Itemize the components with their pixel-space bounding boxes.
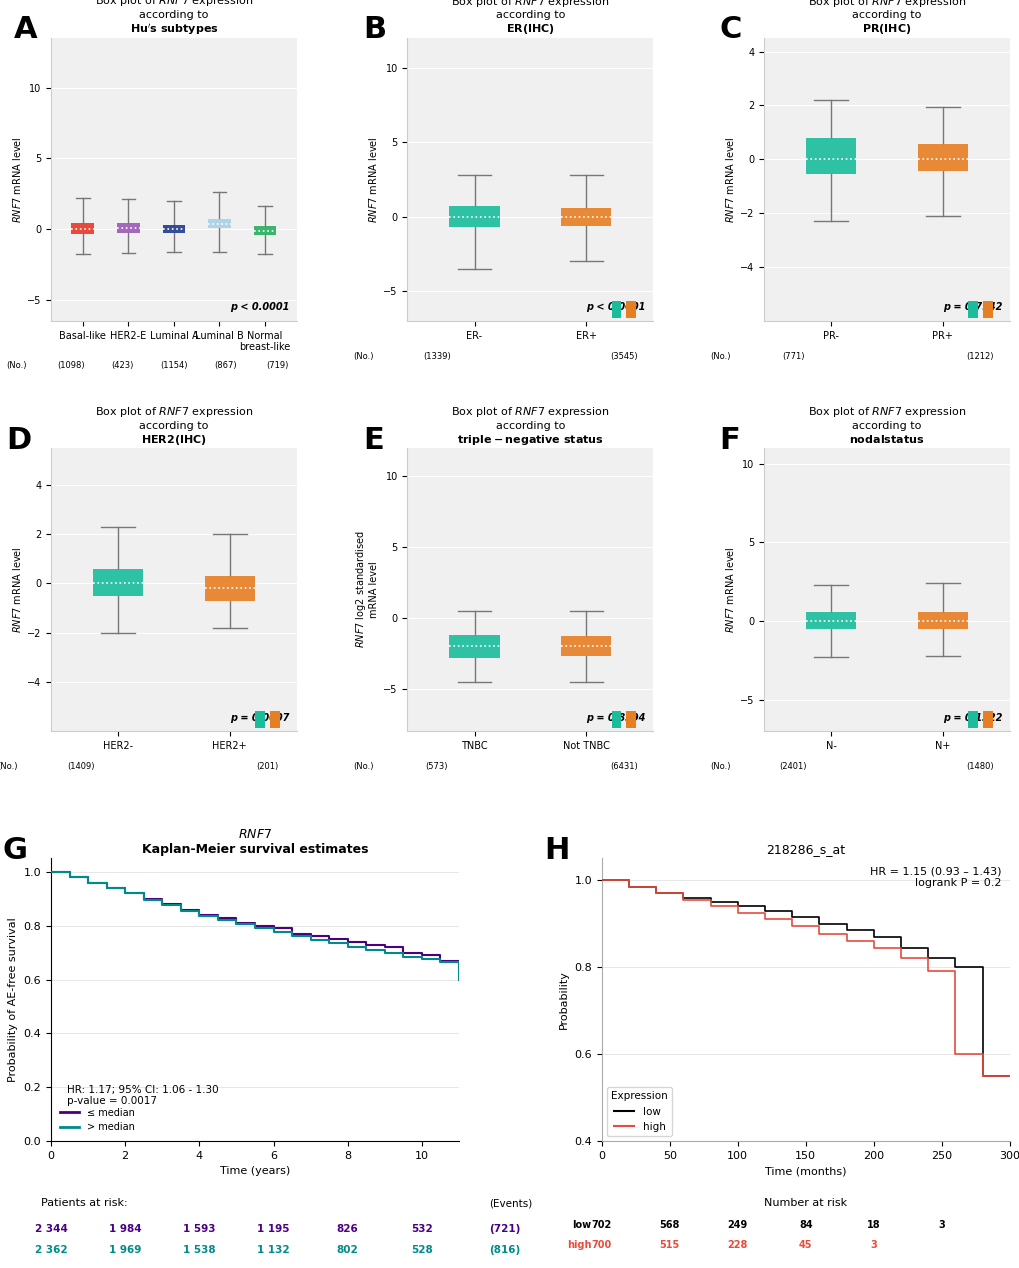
- Text: G: G: [2, 836, 28, 865]
- Text: (6431): (6431): [609, 762, 637, 771]
- Text: B: B: [363, 15, 386, 44]
- FancyBboxPatch shape: [449, 635, 499, 658]
- Title: Box plot of $\mathit{RNF7}$ expression
according to
$\mathbf{triple-negative\ st: Box plot of $\mathit{RNF7}$ expression a…: [450, 404, 609, 446]
- Text: (No.): (No.): [709, 353, 730, 361]
- FancyBboxPatch shape: [560, 208, 610, 226]
- Title: Box plot of $\mathit{RNF7}$ expression
according to
$\mathbf{ER (IHC)}$: Box plot of $\mathit{RNF7}$ expression a…: [450, 0, 609, 37]
- Text: (No.): (No.): [709, 762, 730, 771]
- Y-axis label: $\mathit{RNF7}$ mRNA level: $\mathit{RNF7}$ mRNA level: [11, 547, 22, 633]
- Bar: [981, 711, 991, 728]
- Bar: [967, 301, 977, 318]
- Bar: [611, 301, 621, 318]
- FancyBboxPatch shape: [805, 611, 855, 629]
- Text: (816): (816): [489, 1245, 521, 1255]
- Text: p = 0.7942: p = 0.7942: [943, 302, 1002, 312]
- Text: 1 195: 1 195: [257, 1224, 289, 1234]
- Text: p < 0.0001: p < 0.0001: [586, 302, 645, 312]
- X-axis label: Time (years): Time (years): [220, 1167, 289, 1177]
- Text: D: D: [7, 426, 32, 454]
- Text: 826: 826: [336, 1224, 359, 1234]
- Bar: [981, 301, 991, 318]
- Text: C: C: [719, 15, 742, 44]
- Text: 45: 45: [798, 1240, 812, 1250]
- Text: 1 969: 1 969: [109, 1245, 142, 1255]
- Text: p < 0.0001: p < 0.0001: [230, 302, 289, 312]
- Bar: [967, 711, 977, 728]
- Text: 3: 3: [869, 1240, 876, 1250]
- Text: 3: 3: [937, 1220, 945, 1230]
- Text: (Events): (Events): [489, 1198, 532, 1208]
- Text: (721): (721): [489, 1224, 521, 1234]
- Text: 2 362: 2 362: [35, 1245, 67, 1255]
- Title: Box plot of $\mathit{RNF7}$ expression
according to
$\mathbf{PR (IHC)}$: Box plot of $\mathit{RNF7}$ expression a…: [807, 0, 965, 37]
- FancyBboxPatch shape: [254, 226, 276, 235]
- FancyBboxPatch shape: [449, 207, 499, 227]
- Text: (771): (771): [782, 353, 804, 361]
- FancyBboxPatch shape: [208, 219, 230, 228]
- Text: p = 0.1322: p = 0.1322: [943, 713, 1002, 723]
- Text: (1098): (1098): [57, 360, 85, 369]
- Y-axis label: $\mathit{RNF7}$ mRNA level: $\mathit{RNF7}$ mRNA level: [722, 547, 735, 633]
- Title: $\mathit{RNF7}$
Kaplan-Meier survival estimates: $\mathit{RNF7}$ Kaplan-Meier survival es…: [142, 828, 368, 856]
- Y-axis label: $\mathit{RNF7}$ log2 standardised
mRNA level: $\mathit{RNF7}$ log2 standardised mRNA l…: [354, 531, 379, 648]
- Text: Patients at risk:: Patients at risk:: [41, 1198, 127, 1208]
- Text: A: A: [14, 15, 38, 44]
- FancyBboxPatch shape: [205, 576, 255, 601]
- Text: 568: 568: [659, 1220, 680, 1230]
- FancyBboxPatch shape: [71, 223, 94, 233]
- Text: 700: 700: [591, 1240, 611, 1250]
- Title: Box plot of $\mathit{RNF7}$ expression
according to
$\mathbf{Hu's\ subtypes}$: Box plot of $\mathit{RNF7}$ expression a…: [95, 0, 253, 37]
- Text: 515: 515: [659, 1240, 680, 1250]
- Text: (3545): (3545): [609, 353, 637, 361]
- Text: 802: 802: [336, 1245, 359, 1255]
- X-axis label: Time (months): Time (months): [764, 1167, 846, 1177]
- FancyBboxPatch shape: [917, 611, 967, 629]
- Text: (573): (573): [425, 762, 447, 771]
- Bar: [270, 711, 279, 728]
- Title: Box plot of $\mathit{RNF7}$ expression
according to
$\mathbf{HER2 (IHC)}$: Box plot of $\mathit{RNF7}$ expression a…: [95, 404, 253, 446]
- Text: high: high: [567, 1240, 591, 1250]
- Y-axis label: Probability of AE-free survival: Probability of AE-free survival: [8, 917, 18, 1082]
- Text: E: E: [363, 426, 383, 454]
- FancyBboxPatch shape: [917, 145, 967, 171]
- Text: H: H: [544, 836, 570, 865]
- Text: HR: 1.17; 95% CI: 1.06 - 1.30
p-value = 0.0017: HR: 1.17; 95% CI: 1.06 - 1.30 p-value = …: [67, 1084, 219, 1106]
- Text: (1409): (1409): [66, 762, 94, 771]
- Bar: [626, 301, 636, 318]
- Text: (1339): (1339): [423, 353, 450, 361]
- Text: p = 0.8594: p = 0.8594: [586, 713, 645, 723]
- Text: 228: 228: [727, 1240, 747, 1250]
- Text: 1 538: 1 538: [182, 1245, 215, 1255]
- Text: 532: 532: [411, 1224, 432, 1234]
- Text: 249: 249: [727, 1220, 747, 1230]
- FancyBboxPatch shape: [93, 569, 143, 596]
- Text: (No.): (No.): [353, 762, 374, 771]
- FancyBboxPatch shape: [117, 223, 140, 233]
- Text: HR = 1.15 (0.93 – 1.43)
logrank P = 0.2: HR = 1.15 (0.93 – 1.43) logrank P = 0.2: [869, 867, 1001, 889]
- Text: p = 0.0007: p = 0.0007: [230, 713, 289, 723]
- Y-axis label: $\mathit{RNF7}$ mRNA level: $\mathit{RNF7}$ mRNA level: [11, 136, 22, 223]
- Text: (1480): (1480): [966, 762, 994, 771]
- Text: (719): (719): [266, 360, 288, 369]
- Legend: ≤ median, > median: ≤ median, > median: [56, 1103, 139, 1136]
- Text: 702: 702: [591, 1220, 611, 1230]
- Text: (2401): (2401): [779, 762, 806, 771]
- Text: (No.): (No.): [0, 762, 17, 771]
- Text: (1154): (1154): [160, 360, 187, 369]
- Text: 18: 18: [866, 1220, 879, 1230]
- Text: (201): (201): [256, 762, 278, 771]
- Title: Box plot of $\mathit{RNF7}$ expression
according to
$\mathbf{nodal status}$: Box plot of $\mathit{RNF7}$ expression a…: [807, 404, 965, 445]
- Text: 2 344: 2 344: [35, 1224, 67, 1234]
- Text: Number at risk: Number at risk: [763, 1198, 847, 1208]
- Bar: [611, 711, 621, 728]
- Text: (423): (423): [111, 360, 133, 369]
- Y-axis label: $\mathit{RNF7}$ mRNA level: $\mathit{RNF7}$ mRNA level: [367, 136, 379, 223]
- Text: (No.): (No.): [7, 360, 28, 369]
- Y-axis label: $\mathit{RNF7}$ mRNA level: $\mathit{RNF7}$ mRNA level: [722, 136, 735, 223]
- Legend: low, high: low, high: [606, 1087, 672, 1136]
- Text: 1 593: 1 593: [183, 1224, 215, 1234]
- Text: F: F: [719, 426, 740, 454]
- FancyBboxPatch shape: [560, 637, 610, 656]
- Text: 528: 528: [411, 1245, 432, 1255]
- Text: (867): (867): [214, 360, 236, 369]
